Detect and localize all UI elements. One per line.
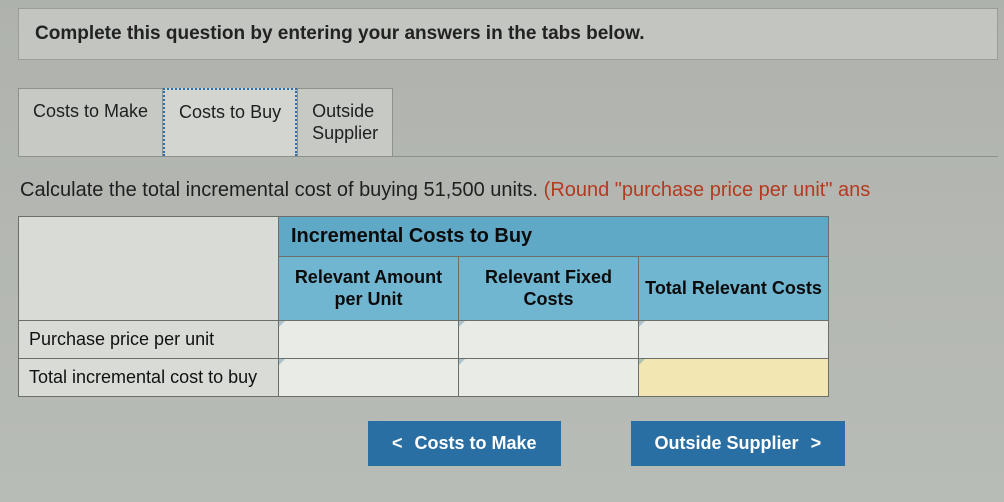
tab-label: Costs to Buy [179,102,281,122]
row-label-text: Purchase price per unit [29,329,214,349]
question-prompt: Calculate the total incremental cost of … [18,173,998,216]
tab-costs-to-buy[interactable]: Costs to Buy [163,88,297,156]
tab-strip: Costs to Make Costs to Buy OutsideSuppli… [18,88,998,157]
cell-input[interactable] [279,321,458,358]
col-header-text: Relevant Amount per Unit [295,267,442,309]
super-header-text: Incremental Costs to Buy [291,225,532,247]
table-row: Total incremental cost to buy [19,359,829,397]
tab-outside-supplier[interactable]: OutsideSupplier [297,88,393,156]
page-root: Complete this question by entering your … [0,8,1004,502]
table-row: Purchase price per unit [19,321,829,359]
next-tab-button[interactable]: Outside Supplier > [631,421,846,466]
col-header-text: Relevant Fixed Costs [485,267,612,309]
cell-purchase-price-fixed-costs[interactable] [459,321,639,359]
cell-total-incremental-fixed-costs[interactable] [459,359,639,397]
col-header-total-relevant-costs: Total Relevant Costs [639,257,829,321]
chevron-left-icon: < [392,433,403,454]
cell-purchase-price-total[interactable] [639,321,829,359]
cell-total-incremental-amount-per-unit[interactable] [279,359,459,397]
table-super-header: Incremental Costs to Buy [279,217,829,257]
cell-input[interactable] [639,359,828,396]
cell-total-incremental-total[interactable] [639,359,829,397]
row-label-text: Total incremental cost to buy [29,367,257,387]
col-header-relevant-fixed-costs: Relevant Fixed Costs [459,257,639,321]
prompt-hint: (Round "purchase price per unit" ans [544,179,871,201]
question-panel: Complete this question by entering your … [18,8,998,466]
chevron-right-icon: > [811,433,822,454]
cell-input[interactable] [459,321,638,358]
prompt-main: Calculate the total incremental cost of … [20,179,544,201]
row-label-purchase-price-per-unit: Purchase price per unit [19,321,279,359]
col-header-relevant-amount-per-unit: Relevant Amount per Unit [279,257,459,321]
nav-button-row: < Costs to Make Outside Supplier > [368,421,998,466]
instruction-text: Complete this question by entering your … [35,23,645,44]
cell-input[interactable] [279,359,458,396]
cell-input[interactable] [639,321,828,358]
instruction-bar: Complete this question by entering your … [18,8,998,60]
tab-label: OutsideSupplier [312,101,378,144]
cell-input[interactable] [459,359,638,396]
tab-costs-to-make[interactable]: Costs to Make [18,88,163,156]
col-header-text: Total Relevant Costs [645,278,822,298]
table-corner-blank [19,217,279,321]
prev-tab-button[interactable]: < Costs to Make [368,421,561,466]
cell-purchase-price-amount-per-unit[interactable] [279,321,459,359]
prev-tab-label: Costs to Make [415,433,537,454]
costs-table: Incremental Costs to Buy Relevant Amount… [18,216,829,397]
tab-label: Costs to Make [33,101,148,121]
next-tab-label: Outside Supplier [655,433,799,454]
row-label-total-incremental-cost: Total incremental cost to buy [19,359,279,397]
